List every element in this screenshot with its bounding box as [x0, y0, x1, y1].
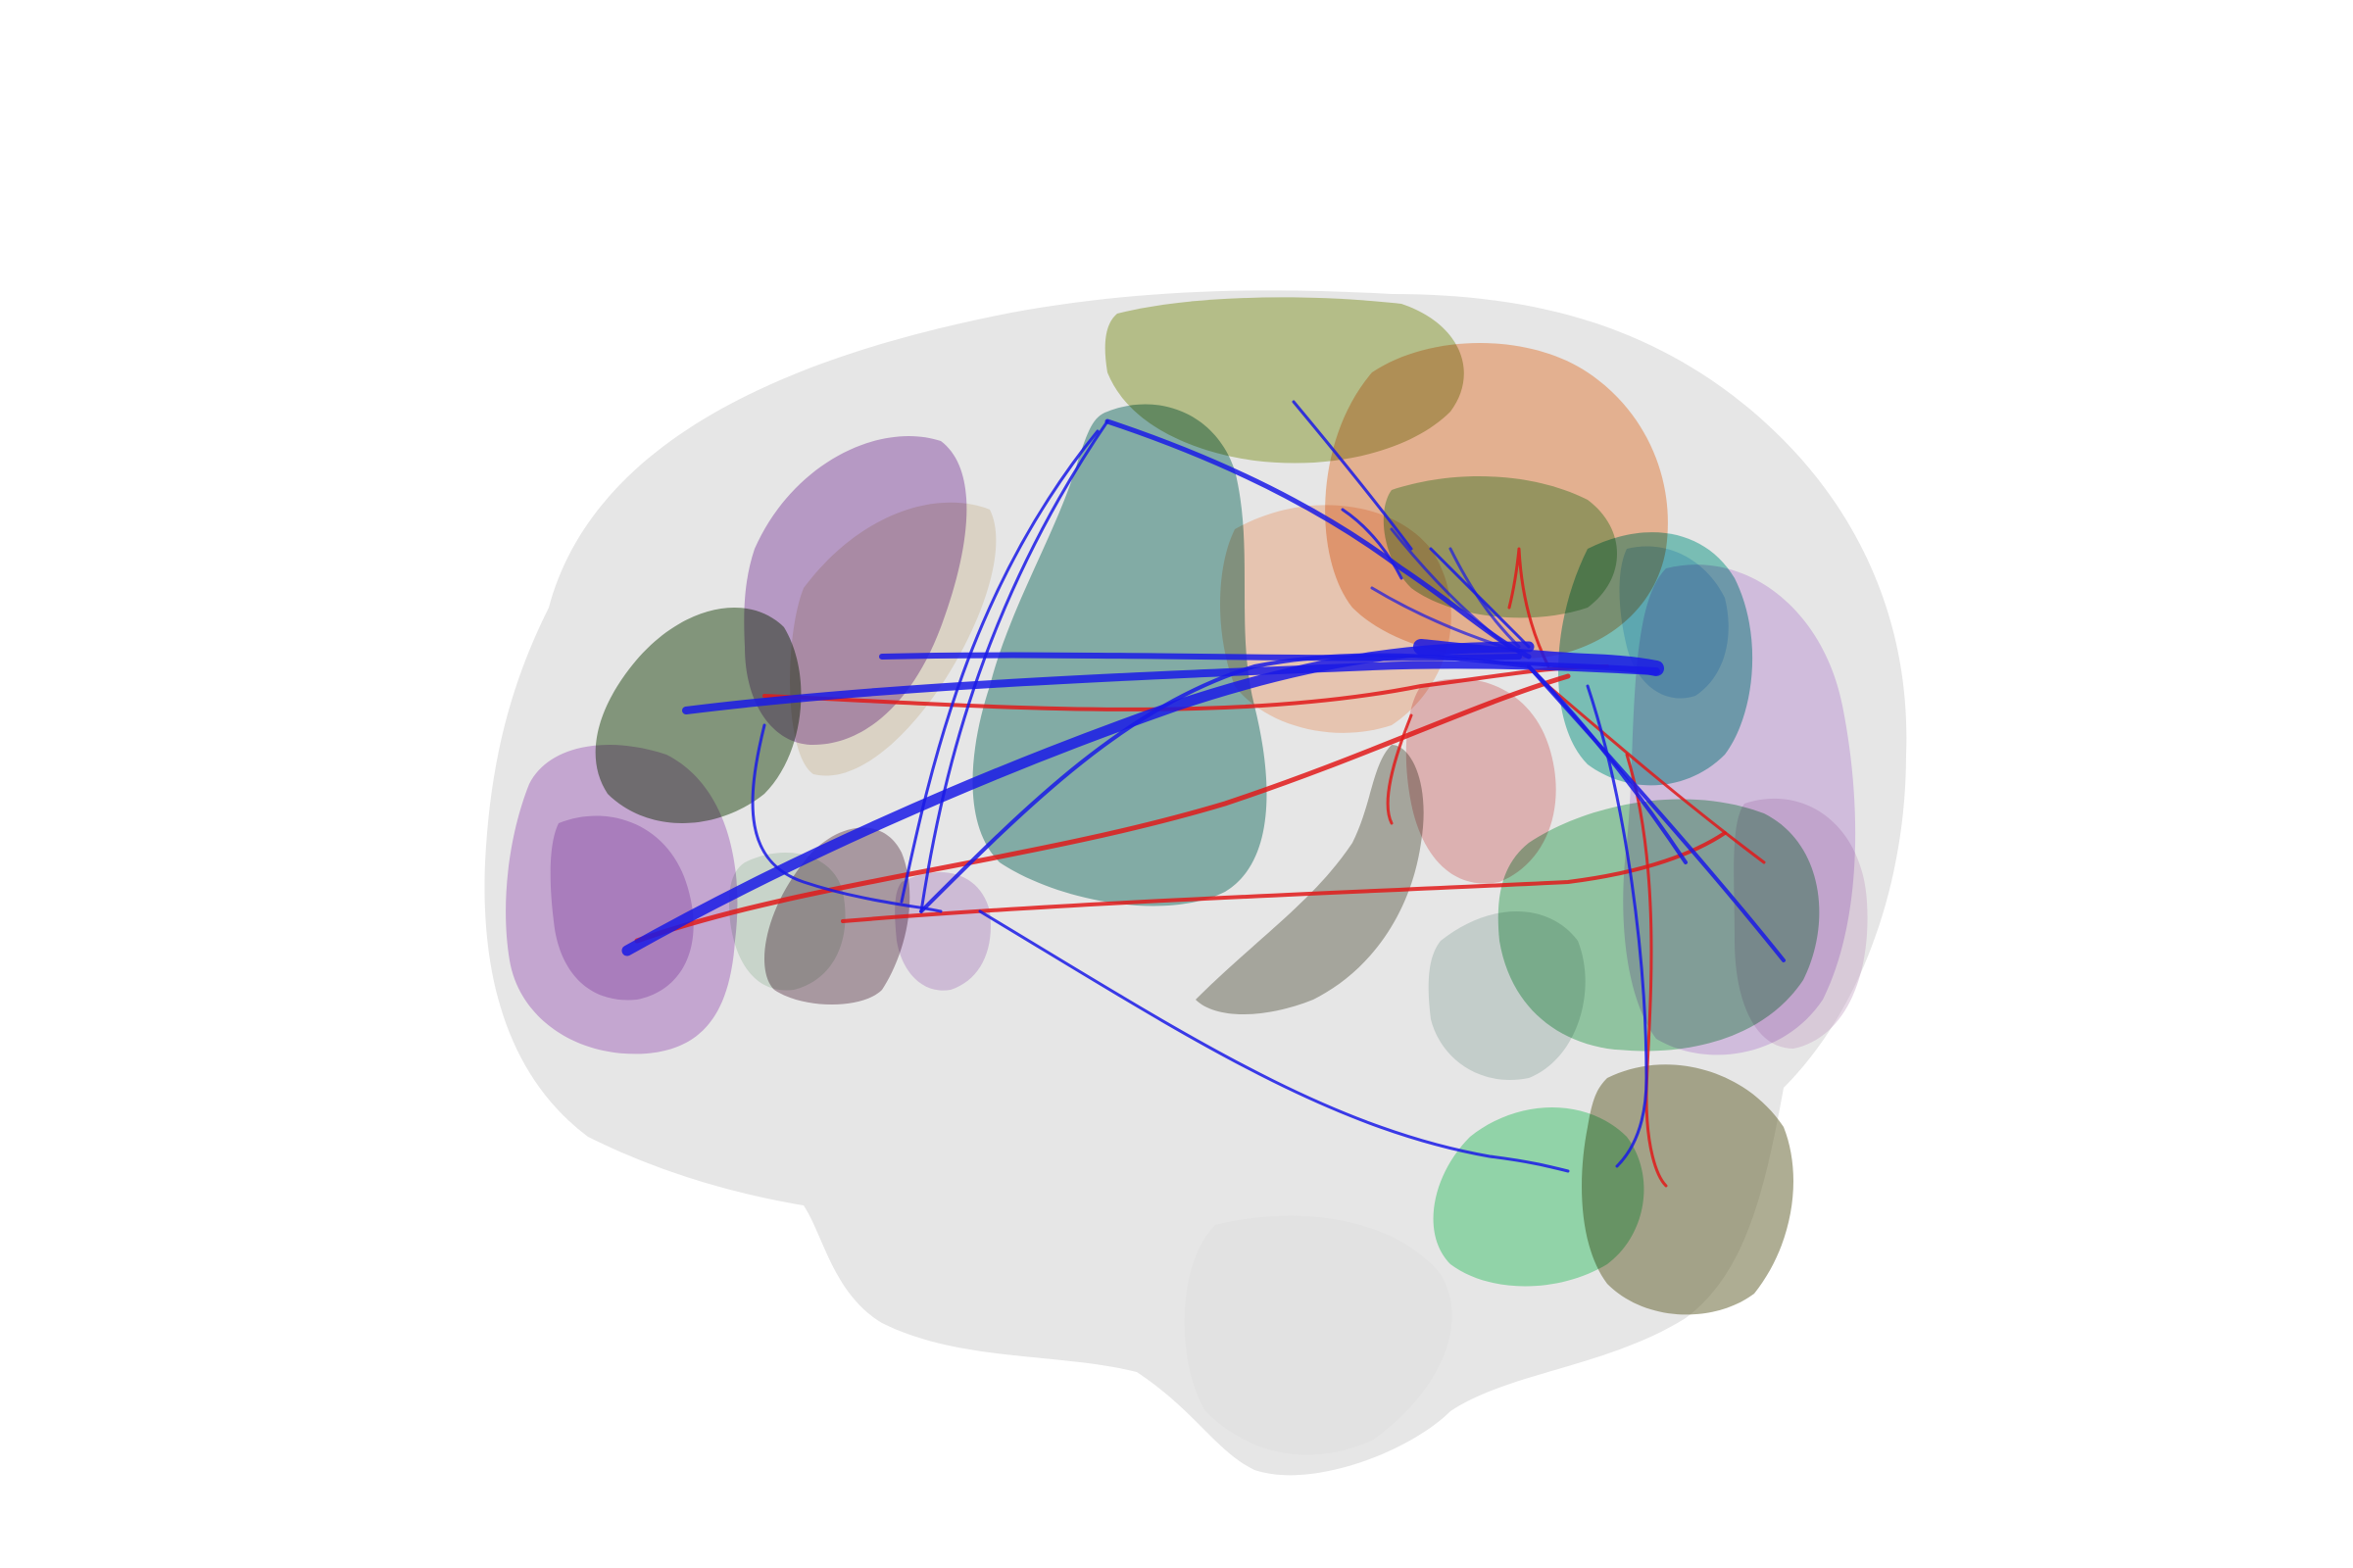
cerebellar-olive-region	[1582, 1064, 1793, 1314]
